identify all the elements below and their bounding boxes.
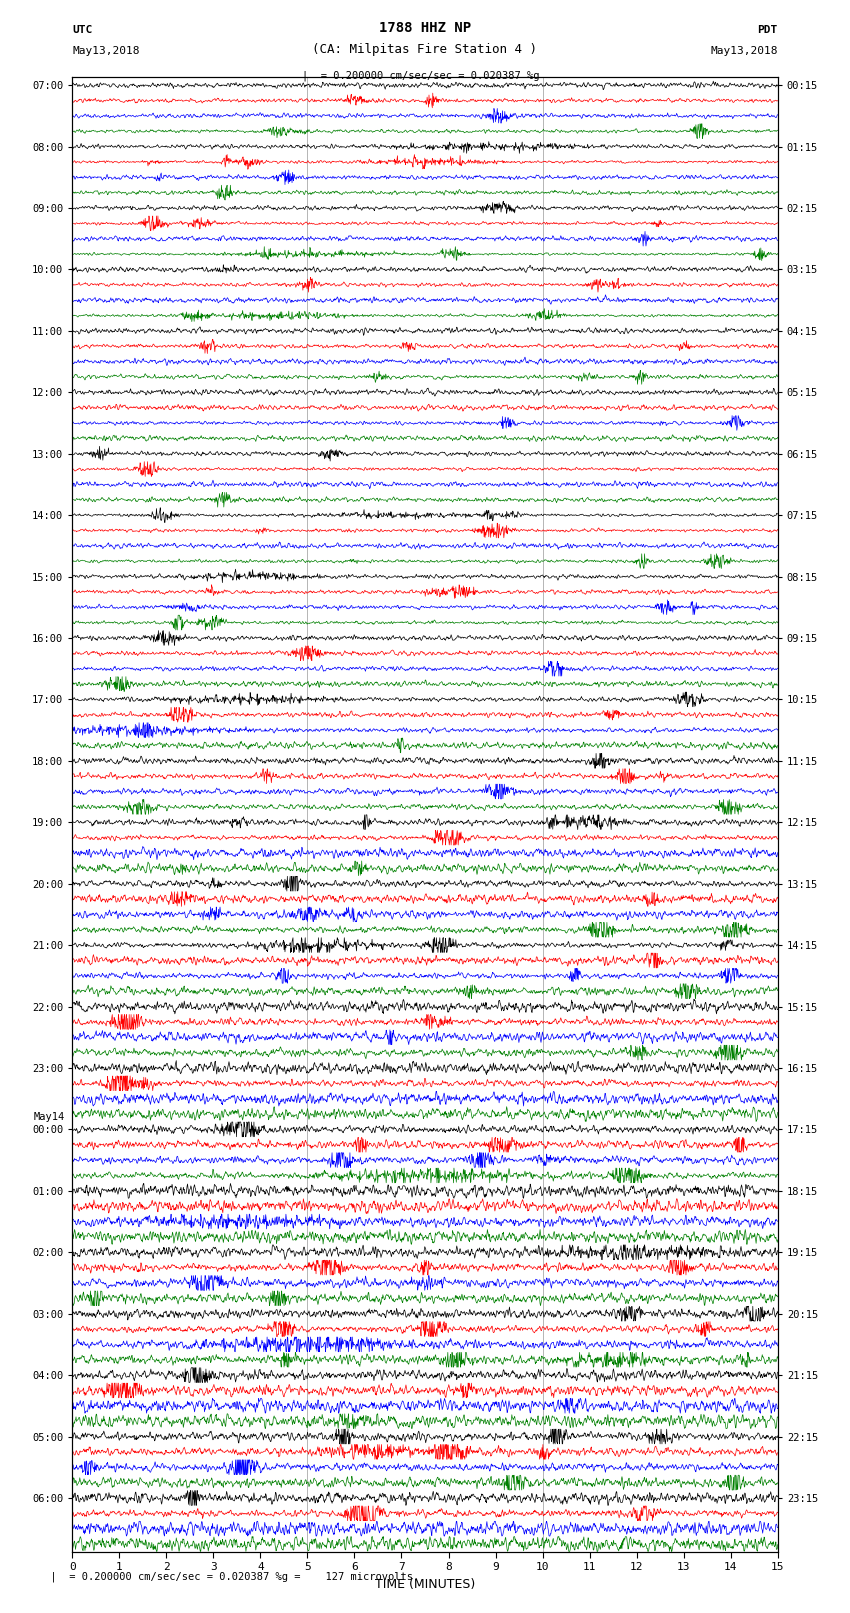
Text: UTC: UTC <box>72 26 93 35</box>
X-axis label: TIME (MINUTES): TIME (MINUTES) <box>375 1578 475 1590</box>
Text: PDT: PDT <box>757 26 778 35</box>
Text: May13,2018: May13,2018 <box>72 47 139 56</box>
Text: May13,2018: May13,2018 <box>711 47 778 56</box>
Text: May14: May14 <box>33 1111 65 1121</box>
Text: (CA: Milpitas Fire Station 4 ): (CA: Milpitas Fire Station 4 ) <box>313 44 537 56</box>
Text: |  = 0.200000 cm/sec/sec = 0.020387 %g =    127 microvolts.: | = 0.200000 cm/sec/sec = 0.020387 %g = … <box>38 1571 420 1582</box>
Text: |  = 0.200000 cm/sec/sec = 0.020387 %g: | = 0.200000 cm/sec/sec = 0.020387 %g <box>302 71 540 82</box>
Text: 1788 HHZ NP: 1788 HHZ NP <box>379 21 471 35</box>
